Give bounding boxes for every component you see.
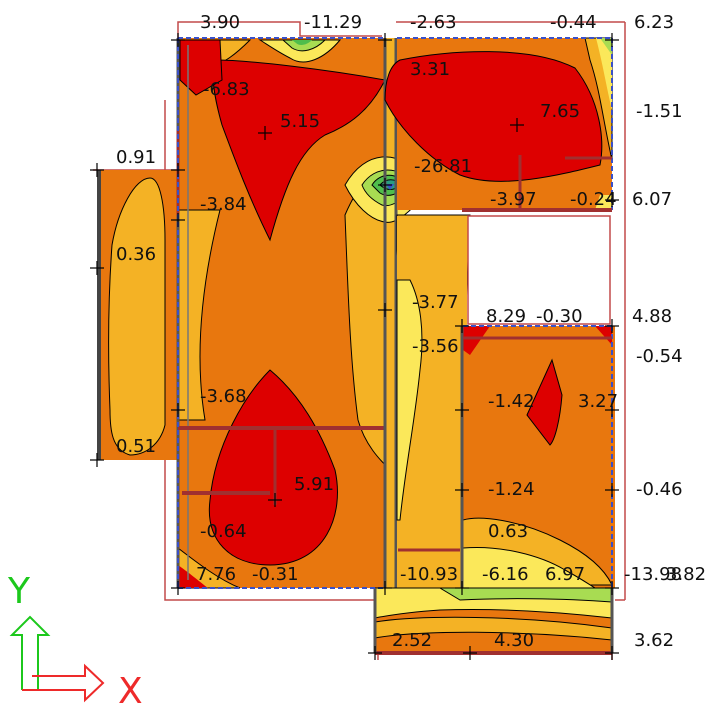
value-label: -0.44 (550, 12, 597, 33)
value-label: 4.88 (632, 306, 672, 327)
value-label: 3.62 (634, 630, 674, 651)
value-label: -3.68 (200, 386, 247, 407)
value-label: -3.56 (412, 336, 459, 357)
value-labels: 3.90 -11.29 -2.63 -0.44 6.23 -6.83 3.31 … (116, 12, 706, 651)
value-label: -3.97 (490, 189, 537, 210)
x-axis-arrow-icon (22, 663, 105, 703)
value-label: -0.46 (636, 479, 683, 500)
value-label: 7.76 (196, 564, 236, 585)
bottom-strip (373, 587, 614, 655)
x-axis-label: X (118, 671, 143, 710)
value-label: -6.83 (203, 79, 250, 100)
value-label: 8.29 (486, 306, 526, 327)
value-label: -0.30 (536, 306, 583, 327)
value-label: -0.54 (636, 346, 683, 367)
value-label: 3.27 (578, 391, 618, 412)
value-label: -0.24 (570, 189, 617, 210)
value-label: 6.23 (634, 12, 674, 33)
value-label: 6.07 (632, 189, 672, 210)
value-label: 3.31 (410, 59, 450, 80)
value-label: 5.91 (294, 474, 334, 495)
value-label: -2.63 (410, 12, 457, 33)
value-label: 0.51 (116, 436, 156, 457)
value-label: -1.42 (488, 391, 535, 412)
value-label: -6.16 (482, 564, 529, 585)
slab-opening (467, 215, 611, 325)
value-label: 6.97 (545, 564, 585, 585)
slab-boundary-dashed (177, 38, 385, 589)
value-label: -1.51 (636, 101, 683, 122)
value-label: 0.63 (488, 521, 528, 542)
value-label: 5.15 (280, 111, 320, 132)
value-label: 2.52 (392, 630, 432, 651)
value-label: 7.65 (540, 101, 580, 122)
y-axis-arrow-icon (9, 615, 51, 690)
left-wing-region (97, 170, 177, 460)
value-label: -1.24 (488, 479, 535, 500)
value-label: 0.91 (116, 147, 156, 168)
value-label: -0.31 (252, 564, 299, 585)
main-slab-right-top (178, 37, 613, 341)
value-label: 0.36 (116, 244, 156, 265)
value-label: -11.29 (304, 12, 362, 33)
y-axis-label: Y (7, 571, 31, 612)
node-markers (90, 33, 619, 660)
value-label: -13.98 (624, 564, 682, 585)
value-label: -0.64 (200, 521, 247, 542)
value-label: -26.81 (414, 156, 472, 177)
value-label: 4.30 (494, 630, 534, 651)
value-label: -3.77 (412, 292, 459, 313)
value-label: -3.84 (200, 194, 247, 215)
axis-indicator: Y X (7, 571, 143, 712)
value-label: 3.90 (200, 12, 240, 33)
value-label: 3.82 (666, 564, 706, 585)
value-label: -10.93 (400, 564, 458, 585)
main-slab-right-middle (396, 216, 615, 589)
